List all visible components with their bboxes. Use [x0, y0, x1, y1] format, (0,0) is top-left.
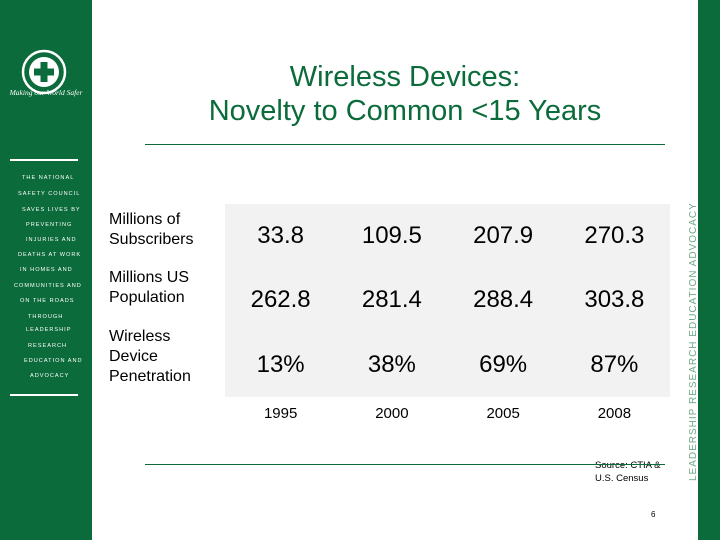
data-table: 33.8 109.5 207.9 270.3 262.8 281.4 288.4… [225, 204, 670, 397]
table-cell: 13% [256, 350, 305, 378]
table-cell: 270.3 [584, 222, 645, 250]
slide-title: Wireless Devices: Novelty to Common <15 … [130, 60, 680, 128]
mission-line: SAVES LIVES BY [22, 207, 81, 213]
table-row: 13% 38% 69% 87% [225, 333, 670, 397]
table-cell: 288.4 [473, 286, 534, 314]
row-label-population: Millions US Population [109, 269, 190, 306]
source-line: U.S. Census [595, 473, 649, 484]
row-label-subscribers: Millions of Subscribers [109, 211, 194, 248]
tagline: Making our World Safer [9, 88, 83, 97]
nsc-logo-icon [14, 42, 74, 102]
table-cell: 303.8 [584, 286, 645, 314]
table-cell: 87% [590, 350, 639, 378]
right-strip [698, 0, 720, 540]
year-labels: 1995 2000 2005 2008 [225, 405, 670, 422]
table-cell: 38% [367, 350, 416, 378]
mission-line: EDUCATION AND [24, 358, 83, 364]
table-cell: 109.5 [361, 222, 422, 250]
table-cell: 281.4 [361, 286, 422, 314]
year-label: 2000 [375, 405, 409, 422]
sidebar-bottom-rule [10, 394, 78, 396]
slide-title-line1: Wireless Devices: [289, 61, 521, 93]
year-label: 2008 [597, 405, 632, 422]
source-note: Source: CTIA & U.S. Census [595, 459, 675, 485]
mission-line: COMMUNITIES AND [14, 283, 82, 289]
slide-title-line2: Novelty to Common <15 Years [208, 95, 602, 127]
mission-line: LEADERSHIP [26, 327, 72, 333]
table-cell: 69% [479, 350, 528, 378]
mission-line: PREVENTING [26, 222, 73, 228]
mission-line: ON THE ROADS [20, 298, 75, 304]
year-label: 2005 [486, 405, 520, 422]
row-label-penetration: Wireless Device Penetration [109, 328, 191, 385]
mission-line: THE NATIONAL [22, 175, 75, 181]
year-label: 1995 [263, 405, 298, 422]
mission-line: RESEARCH [28, 343, 68, 349]
table-cell: 262.8 [250, 286, 311, 314]
page-number: 6 [651, 510, 656, 519]
table-row: 33.8 109.5 207.9 270.3 [225, 204, 670, 268]
right-strip-text: LEADERSHIP RESEARCH EDUCATION ADVOCACY [688, 202, 699, 481]
left-sidebar: Making our World Safer THE NATIONAL SAFE… [0, 0, 92, 540]
table-cell: 207.9 [473, 222, 534, 250]
title-rule [145, 144, 665, 145]
bottom-rule [145, 464, 665, 465]
mission-line: THROUGH [28, 314, 64, 320]
table-row: 262.8 281.4 288.4 303.8 [225, 268, 670, 332]
mission-line: INJURIES AND [26, 237, 77, 243]
mission-line: IN HOMES AND [20, 267, 73, 273]
table-cell: 33.8 [257, 222, 304, 250]
mission-line: ADVOCACY [30, 373, 70, 379]
sidebar-top-rule [10, 159, 78, 161]
source-line: Source: CTIA & [595, 460, 661, 471]
mission-line: SAFETY COUNCIL [18, 191, 81, 197]
mission-line: DEATHS AT WORK [18, 252, 82, 258]
